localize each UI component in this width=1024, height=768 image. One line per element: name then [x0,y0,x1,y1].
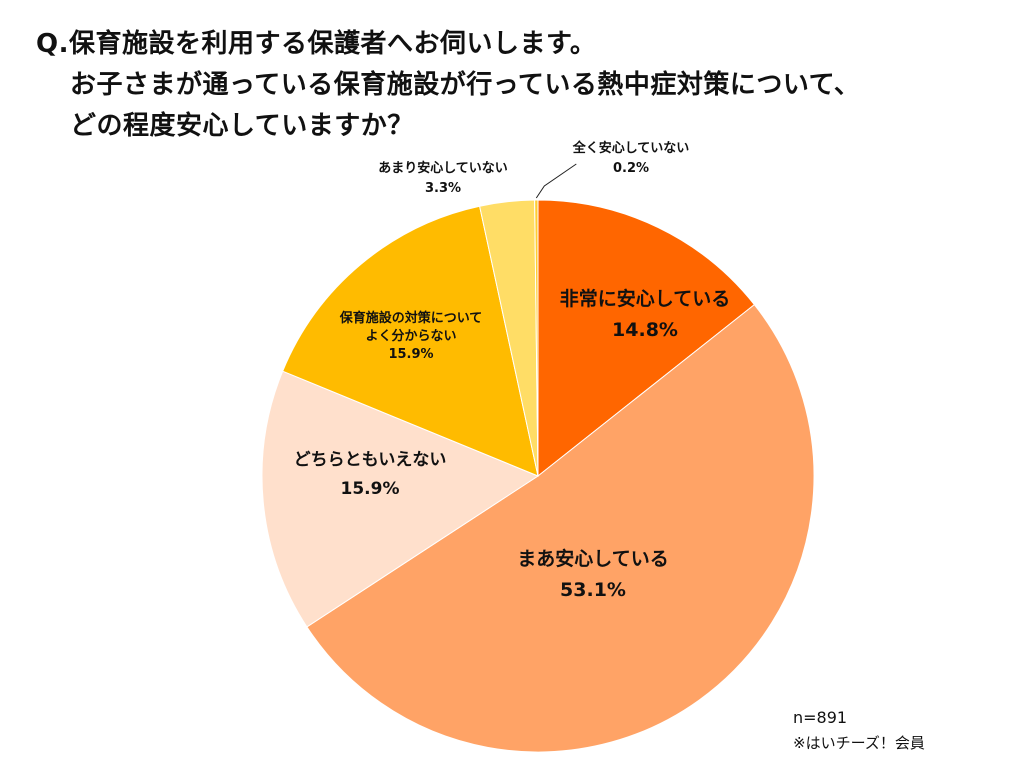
slice-label-1: まあ安心している 53.1% [517,547,668,601]
slice-label-3: 保育施設の対策についてよく分からない 15.9% [339,310,483,362]
slice-label-text: まあ安心している [517,547,668,570]
pie-labels: 非常に安心している 14.8% まあ安心している 53.1% どちらともいえない 15.9… [294,140,731,601]
pie-slices [261,199,815,753]
sample-size-note: n=891 [793,708,848,727]
slice-label-2: どちらともいえない 15.9% [294,450,447,499]
slice-label-0: 非常に安心している 14.8% [560,287,730,341]
slice-value-label: 0.2% [613,161,649,176]
title-line-1: Q.保育施設を利用する保護者へお伺いします。 [36,29,597,59]
slice-value-label: 15.9% [388,347,433,362]
pie-slice-3 [282,205,539,477]
chart-title: Q.保育施設を利用する保護者へお伺いします。 お子さまが通っている保育施設が行っ… [36,24,1006,147]
pie-slice-1 [306,303,815,753]
slice-value-label: 53.1% [560,579,626,601]
slice-label-text: 非常に安心している [560,287,730,310]
slice-label-5: 全く安心していない 0.2% [572,140,690,176]
title-line-2: お子さまが通っている保育施設が行っている熱中症対策について、 [70,70,861,100]
slice-value-label: 3.3% [425,181,461,196]
pie-slice-5 [534,199,539,477]
pie-slice-0 [537,199,756,478]
member-note: ※はいチーズ！会員 [793,734,925,752]
slice-value-label: 15.9% [341,479,400,499]
leader-line [535,163,577,199]
title-line-3: どの程度安心していますか？ [70,111,414,141]
slice-label-text: よく分からない [365,328,456,344]
slice-label-4: あまり安心していない 3.3% [378,160,508,196]
pie-slice-2 [261,370,540,628]
slice-label-text: 全く安心していない [572,140,690,156]
leader-lines [535,163,577,199]
slice-label-text: 保育施設の対策について [339,310,483,326]
slice-value-label: 14.8% [612,319,678,341]
slice-label-text: どちらともいえない [294,450,447,470]
slice-label-text: あまり安心していない [378,160,508,176]
